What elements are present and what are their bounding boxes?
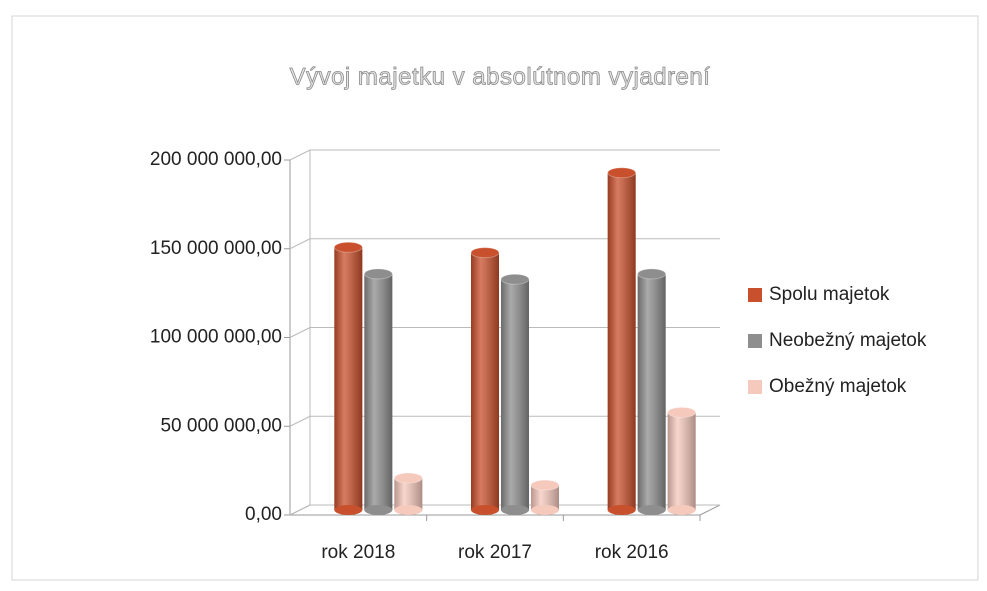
grid-line (289, 327, 311, 338)
bar-bottom (471, 505, 499, 515)
bar-top (470, 247, 500, 259)
chart-title: Vývoj majetku v absolútnom vyjadrení (290, 63, 711, 90)
y-tick-label: 0,00 (245, 504, 282, 525)
legend-label: Spolu majetok (769, 284, 890, 305)
x-tick-label: rok 2016 (595, 542, 669, 563)
bar-shade (501, 279, 529, 510)
bar-bottom (334, 505, 363, 515)
bar-shade (364, 273, 393, 510)
y-tick-label: 50 000 000,00 (160, 415, 282, 436)
x-tick-label: rok 2018 (321, 542, 395, 563)
bar-shade (471, 252, 499, 510)
legend-label: Neobežný majetok (769, 330, 927, 351)
bar-bottom (364, 505, 393, 515)
bar-shade (667, 412, 696, 510)
bar-top (530, 479, 560, 491)
bar-bottom (637, 505, 666, 515)
grid-line (289, 238, 311, 250)
bar-top (607, 167, 637, 179)
legend-swatch (748, 380, 762, 394)
bar-bottom (394, 505, 423, 515)
bar-shade (334, 247, 363, 511)
bar-bottom (531, 505, 559, 515)
legend-label: Obežný majetok (769, 376, 907, 397)
bar-top (637, 268, 667, 280)
bar-top (333, 241, 363, 253)
legend-swatch (748, 334, 762, 348)
bar-shade (637, 273, 666, 510)
bar-shade (607, 172, 636, 510)
bar-top (393, 472, 423, 484)
bar-shade (394, 478, 423, 510)
x-tick-label: rok 2017 (458, 542, 532, 563)
bar-top (363, 268, 393, 280)
bar-bottom (667, 505, 696, 515)
bar-top (500, 273, 530, 285)
grid-line (289, 504, 311, 516)
grid-line (289, 415, 311, 427)
y-tick-label: 150 000 000,00 (150, 238, 282, 259)
legend-swatch (748, 288, 762, 302)
bar-bottom (501, 505, 529, 515)
bar-top (667, 406, 697, 418)
y-tick-label: 100 000 000,00 (150, 327, 282, 348)
grid-line (289, 149, 311, 161)
y-tick-label: 200 000 000,00 (150, 149, 282, 170)
bar-bottom (607, 505, 636, 515)
